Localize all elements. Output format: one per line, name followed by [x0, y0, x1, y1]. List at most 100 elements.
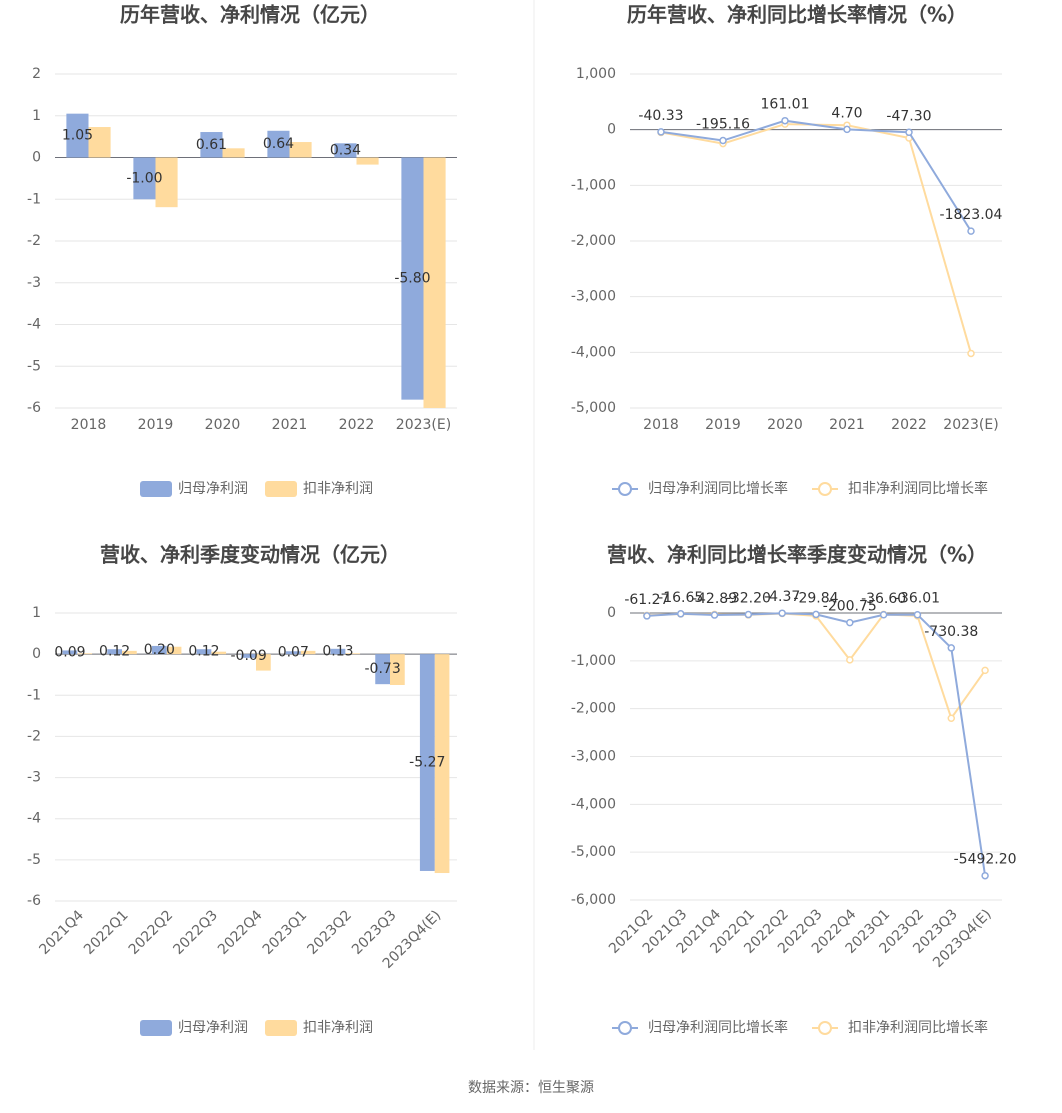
series-line	[660, 119, 972, 232]
x-tick-label: 2021	[272, 417, 308, 433]
point	[676, 610, 685, 618]
data-label: -200.75	[823, 599, 877, 615]
x-tick-label: 2023(E)	[943, 417, 998, 433]
bar	[401, 157, 424, 400]
bar	[390, 654, 405, 685]
y-tick-label: -4,000	[571, 796, 616, 812]
y-tick-label: -3	[27, 275, 41, 291]
bar	[267, 130, 290, 158]
point	[843, 125, 851, 134]
data-label: -1823.04	[940, 207, 1003, 223]
data-label: 1.05	[62, 128, 93, 144]
y-tick-label: -6	[27, 893, 41, 909]
point	[981, 666, 989, 675]
legend-swatch	[140, 1020, 172, 1036]
data-label: 0.13	[322, 643, 353, 659]
y-tick-label: -5	[27, 358, 41, 374]
bar	[166, 646, 182, 655]
x-tick-label: 2022Q3	[170, 907, 221, 958]
y-tick-label: -4	[27, 811, 41, 827]
bar	[256, 654, 271, 671]
data-label: -40.33	[638, 108, 683, 124]
bar	[330, 648, 346, 655]
legend-swatch	[265, 1020, 297, 1036]
x-tick-label: 2020	[767, 417, 803, 433]
data-label: -195.16	[696, 117, 750, 133]
y-tick-label: -5,000	[571, 400, 616, 416]
x-tick-label: 2022	[339, 417, 375, 433]
legend-swatch	[618, 1021, 632, 1035]
data-label: -36.60	[861, 591, 906, 607]
bar	[200, 132, 223, 158]
x-tick-label: 2022Q2	[126, 907, 177, 958]
y-tick-label: 0	[607, 605, 616, 621]
y-tick-label: 1	[32, 108, 41, 124]
bar	[419, 654, 435, 871]
legend-label: 归母净利润	[178, 1019, 248, 1036]
point	[778, 609, 786, 617]
data-label: -61.27	[624, 592, 669, 608]
bar	[155, 157, 178, 208]
y-tick-label: 2	[32, 66, 41, 82]
y-tick-label: -2	[27, 233, 41, 249]
data-label: 0.09	[54, 644, 85, 660]
legend-swatch	[818, 482, 832, 496]
point	[947, 644, 956, 652]
point	[846, 656, 854, 664]
series-line	[646, 612, 987, 876]
data-label: 4.70	[831, 105, 862, 121]
x-tick-label: 2021Q4	[36, 907, 87, 958]
point	[643, 612, 651, 620]
y-tick-label: 0	[32, 646, 41, 662]
point	[967, 349, 975, 358]
bar	[356, 157, 379, 165]
y-tick-label: -2,000	[571, 233, 616, 249]
data-label: 0.61	[196, 137, 227, 153]
bar	[107, 649, 122, 655]
y-tick-label: -3,000	[571, 749, 616, 765]
bar	[211, 651, 227, 655]
data-label: 0.20	[144, 642, 175, 658]
bar	[334, 143, 357, 158]
bar	[345, 653, 361, 655]
point	[846, 618, 854, 627]
data-label: -0.09	[231, 648, 267, 664]
x-tick-label: 2022	[891, 417, 927, 433]
data-label: -36.01	[895, 591, 940, 607]
point	[913, 610, 922, 619]
y-tick-label: -3,000	[571, 289, 616, 305]
y-tick-label: -3	[27, 770, 41, 786]
y-tick-label: -5,000	[571, 844, 616, 860]
data-label: -32.20	[726, 591, 771, 607]
y-tick-label: 1,000	[576, 66, 616, 82]
point	[719, 136, 727, 145]
data-label: -5492.20	[954, 852, 1017, 868]
data-label: 0.12	[99, 644, 130, 660]
legend-swatch	[618, 482, 632, 496]
data-label: -4.37	[764, 589, 800, 605]
y-tick-label: 0	[32, 150, 41, 166]
legend-swatch	[818, 1021, 832, 1035]
point	[744, 610, 753, 619]
legend-swatch	[140, 481, 172, 497]
y-tick-label: -4,000	[571, 344, 616, 360]
legend-label: 扣非净利润	[303, 481, 373, 497]
bar	[88, 127, 111, 158]
x-tick-label: 2023(E)	[396, 417, 451, 433]
data-label: -1.00	[126, 170, 162, 186]
y-tick-label: -1	[27, 191, 41, 207]
x-tick-label: 2018	[643, 417, 679, 433]
data-label: 161.01	[761, 97, 810, 113]
data-label: -5.27	[409, 755, 445, 771]
bar	[434, 654, 450, 874]
bar	[289, 142, 312, 158]
x-tick-label: 2022Q4	[215, 907, 266, 958]
x-tick-label: 2021	[829, 417, 865, 433]
y-tick-label: -2	[27, 728, 41, 744]
x-tick-label: 2018	[71, 417, 107, 433]
bar	[375, 654, 390, 685]
chart-title: 营收、净利季度变动情况（亿元）	[100, 543, 400, 567]
x-tick-label: 2022Q1	[81, 907, 132, 958]
y-tick-label: -1,000	[571, 653, 616, 669]
bar	[300, 650, 316, 655]
